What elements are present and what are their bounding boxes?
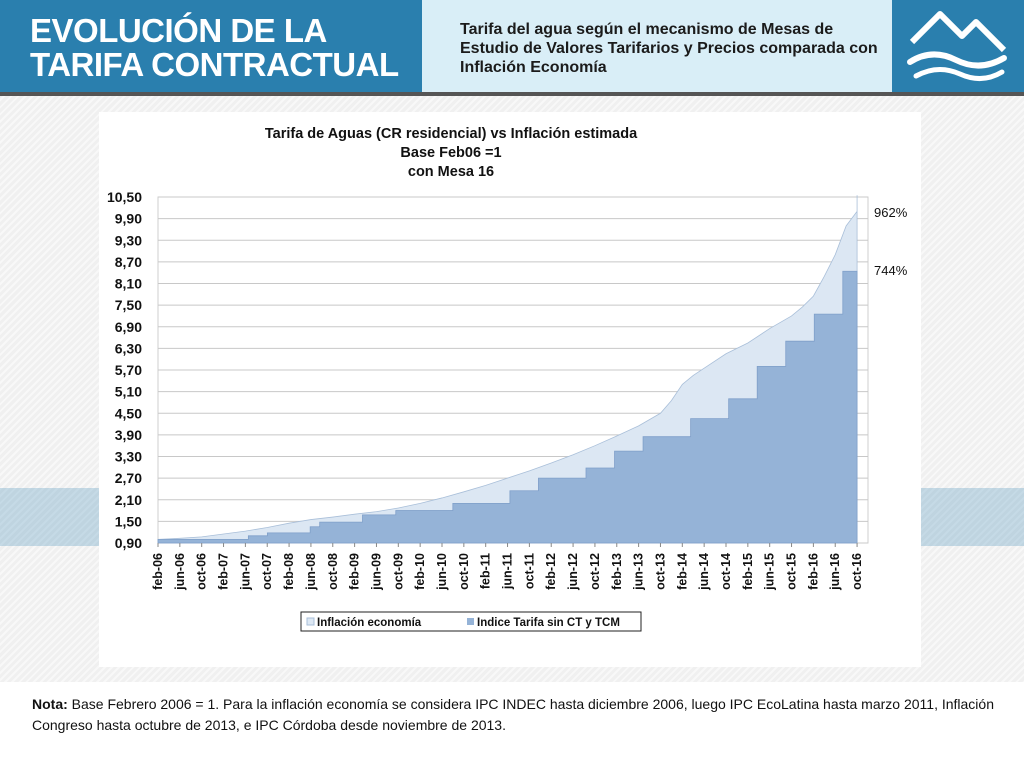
annotation-tarifa: 744% bbox=[874, 263, 908, 278]
x-tick-label: oct-14 bbox=[719, 553, 733, 590]
page-title: EVOLUCIÓN DE LA TARIFA CONTRACTUAL bbox=[30, 12, 399, 83]
x-tick-label: jun-14 bbox=[697, 553, 711, 591]
chart-panel: Tarifa de Aguas (CR residencial) vs Infl… bbox=[99, 112, 921, 667]
header-title-panel: EVOLUCIÓN DE LA TARIFA CONTRACTUAL bbox=[0, 0, 422, 92]
x-tick-label: feb-08 bbox=[282, 553, 296, 590]
x-tick-label: jun-08 bbox=[304, 553, 318, 591]
legend-label-tarifa: Indice Tarifa sin CT y TCM bbox=[477, 617, 620, 629]
x-tick-label: feb-09 bbox=[348, 553, 362, 590]
x-tick-label: jun-13 bbox=[632, 553, 646, 591]
y-tick-label: 8,70 bbox=[115, 254, 142, 270]
y-tick-label: 1,50 bbox=[115, 513, 142, 529]
y-tick-label: 8,10 bbox=[115, 276, 142, 292]
x-tick-label: oct-12 bbox=[588, 553, 602, 590]
y-tick-label: 5,70 bbox=[115, 362, 142, 378]
y-tick-label: 9,30 bbox=[115, 232, 142, 248]
y-tick-label: 5,10 bbox=[115, 384, 142, 400]
x-tick-label: jun-09 bbox=[369, 553, 383, 591]
x-tick-label: oct-11 bbox=[522, 553, 536, 589]
y-tick-label: 6,30 bbox=[115, 340, 142, 356]
x-tick-label: feb-11 bbox=[479, 553, 493, 589]
y-tick-label: 7,50 bbox=[115, 297, 142, 313]
x-tick-label: oct-06 bbox=[195, 553, 209, 590]
y-tick-label: 4,50 bbox=[115, 405, 142, 421]
x-tick-label: jun-10 bbox=[435, 553, 449, 591]
x-tick-label: jun-06 bbox=[173, 553, 187, 591]
footer-note: Nota: Base Febrero 2006 = 1. Para la inf… bbox=[32, 694, 1016, 736]
header-subtitle-panel: Tarifa del agua según el mecanismo de Me… bbox=[422, 0, 892, 92]
x-tick-label: oct-13 bbox=[653, 553, 667, 590]
x-tick-label: feb-07 bbox=[217, 553, 231, 590]
x-tick-label: jun-12 bbox=[566, 553, 580, 591]
header-logo-panel bbox=[892, 0, 1024, 92]
x-tick-label: oct-07 bbox=[260, 553, 274, 590]
y-tick-label: 2,70 bbox=[115, 470, 142, 486]
legend-swatch-tarifa bbox=[467, 618, 474, 625]
x-tick-label: feb-14 bbox=[675, 553, 689, 590]
note-label: Nota: bbox=[32, 696, 68, 712]
x-tick-label: feb-10 bbox=[413, 553, 427, 590]
x-tick-label: feb-15 bbox=[741, 553, 755, 590]
legend-label-inflacion: Inflación economía bbox=[317, 617, 422, 629]
x-tick-label: oct-10 bbox=[457, 553, 471, 590]
x-tick-label: feb-13 bbox=[610, 553, 624, 590]
chart-subtitle-line: con Mesa 16 bbox=[408, 164, 494, 180]
x-tick-label: jun-15 bbox=[763, 553, 777, 591]
mountain-waves-logo-icon bbox=[907, 11, 1007, 81]
y-tick-label: 9,90 bbox=[115, 211, 142, 227]
header-divider bbox=[0, 92, 1024, 96]
note-text: Base Febrero 2006 = 1. Para la inflación… bbox=[32, 696, 994, 733]
x-tick-label: oct-16 bbox=[850, 553, 864, 590]
legend-swatch-inflacion bbox=[306, 617, 315, 626]
x-tick-label: jun-07 bbox=[238, 553, 252, 591]
page-subtitle: Tarifa del agua según el mecanismo de Me… bbox=[460, 21, 878, 76]
x-tick-label: feb-16 bbox=[806, 553, 820, 590]
y-tick-label: 10,50 bbox=[107, 189, 142, 205]
series-area-tarifa bbox=[157, 270, 858, 544]
x-tick-label: oct-09 bbox=[391, 553, 405, 590]
footer-note-panel: Nota: Base Febrero 2006 = 1. Para la inf… bbox=[0, 682, 1024, 768]
chart-subtitle-line: Base Feb06 =1 bbox=[400, 145, 501, 161]
x-tick-label: oct-15 bbox=[785, 553, 799, 590]
y-tick-label: 3,30 bbox=[115, 449, 142, 465]
y-tick-label: 0,90 bbox=[115, 535, 142, 551]
y-tick-label: 3,90 bbox=[115, 427, 142, 443]
x-tick-label: jun-16 bbox=[828, 553, 842, 591]
chart-svg: Tarifa de Aguas (CR residencial) vs Infl… bbox=[107, 126, 908, 632]
y-tick-label: 2,10 bbox=[115, 492, 142, 508]
x-tick-label: feb-06 bbox=[151, 553, 165, 590]
x-tick-label: oct-08 bbox=[326, 553, 340, 590]
y-tick-label: 6,90 bbox=[115, 319, 142, 335]
chart-title: Tarifa de Aguas (CR residencial) vs Infl… bbox=[265, 126, 638, 142]
x-tick-label: jun-11 bbox=[501, 553, 515, 590]
annotation-inflacion: 962% bbox=[874, 205, 908, 220]
x-tick-label: feb-12 bbox=[544, 553, 558, 590]
